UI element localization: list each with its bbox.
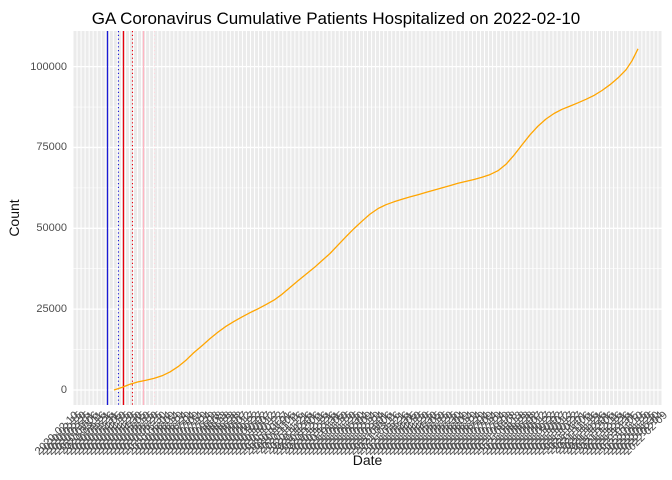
x-axis-title: Date: [352, 452, 383, 468]
y-minor-gridlines: [73, 106, 662, 350]
y-tick-label: 0: [60, 384, 67, 396]
y-major-gridlines: [73, 65, 662, 391]
y-tick-label: 75000: [36, 141, 67, 154]
y-tick-label: 50000: [36, 222, 67, 235]
chart-title: GA Coronavirus Cumulative Patients Hospi…: [91, 9, 581, 28]
y-tick-label: 25000: [36, 303, 67, 316]
series-line-cumulative-patients-hospitalized: [113, 48, 639, 391]
y-tick-label: 100000: [30, 60, 67, 73]
x-gridlines: [72, 31, 663, 405]
